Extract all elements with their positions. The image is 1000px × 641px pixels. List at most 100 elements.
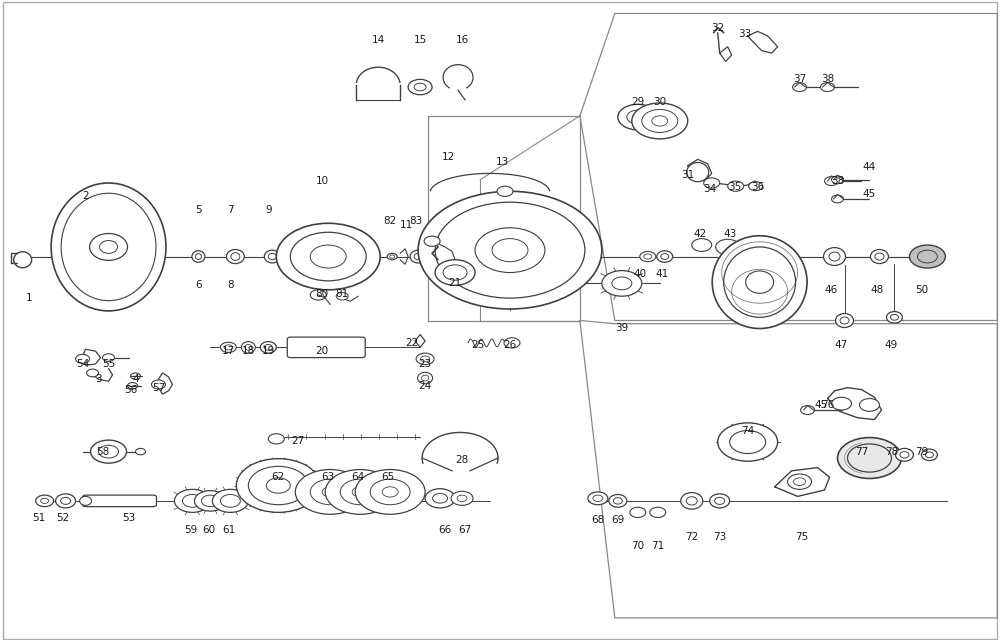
Text: 21: 21 (448, 278, 462, 288)
Text: 4: 4 (132, 374, 139, 385)
Text: 53: 53 (122, 513, 135, 522)
Ellipse shape (422, 375, 429, 381)
Text: 18: 18 (242, 346, 255, 356)
Text: 5: 5 (195, 206, 202, 215)
Ellipse shape (14, 252, 32, 268)
Ellipse shape (410, 250, 426, 263)
Circle shape (340, 479, 380, 504)
Text: 82: 82 (384, 217, 397, 226)
Circle shape (174, 489, 210, 512)
Text: 31: 31 (681, 170, 694, 179)
Circle shape (370, 479, 410, 504)
Text: 51: 51 (32, 513, 45, 522)
Circle shape (640, 251, 656, 262)
Ellipse shape (746, 271, 774, 294)
Ellipse shape (687, 163, 709, 181)
Text: 54: 54 (76, 359, 89, 369)
Ellipse shape (836, 313, 854, 328)
Ellipse shape (661, 254, 669, 260)
Text: 44: 44 (863, 162, 876, 172)
Text: 33: 33 (738, 29, 751, 39)
Circle shape (131, 373, 140, 379)
Ellipse shape (829, 252, 840, 261)
Text: 40: 40 (633, 269, 646, 279)
Text: 14: 14 (372, 35, 385, 46)
Circle shape (136, 449, 145, 455)
Text: 79: 79 (915, 447, 928, 456)
Text: 42: 42 (693, 229, 706, 239)
Text: 81: 81 (336, 288, 349, 299)
Circle shape (236, 459, 320, 512)
Text: 13: 13 (495, 157, 509, 167)
Circle shape (801, 406, 815, 415)
Text: 59: 59 (184, 525, 197, 535)
Text: 36: 36 (751, 183, 764, 192)
Ellipse shape (609, 494, 627, 507)
Ellipse shape (870, 249, 888, 263)
Text: 76: 76 (821, 400, 834, 410)
Circle shape (91, 440, 127, 463)
Text: 9: 9 (265, 206, 272, 215)
Circle shape (290, 232, 366, 281)
Circle shape (832, 195, 844, 203)
Circle shape (418, 191, 602, 309)
Circle shape (76, 354, 90, 363)
Circle shape (87, 369, 99, 377)
Circle shape (728, 181, 744, 191)
Circle shape (642, 110, 678, 133)
Ellipse shape (824, 247, 846, 265)
Circle shape (593, 495, 603, 501)
Text: 39: 39 (615, 323, 628, 333)
Text: 73: 73 (713, 531, 726, 542)
Ellipse shape (226, 249, 244, 263)
Circle shape (310, 479, 350, 504)
Circle shape (382, 487, 398, 497)
Circle shape (909, 245, 945, 268)
Ellipse shape (657, 251, 673, 262)
Ellipse shape (710, 494, 730, 508)
Text: 60: 60 (202, 525, 215, 535)
Ellipse shape (260, 342, 276, 353)
Text: 65: 65 (382, 472, 395, 482)
Text: 61: 61 (222, 525, 235, 535)
Circle shape (630, 507, 646, 517)
Text: 27: 27 (292, 436, 305, 445)
Text: 38: 38 (831, 176, 844, 186)
Circle shape (325, 469, 395, 514)
Ellipse shape (724, 247, 796, 317)
Circle shape (838, 438, 901, 478)
Circle shape (588, 492, 608, 504)
Text: 25: 25 (471, 340, 485, 350)
Text: 12: 12 (441, 153, 455, 162)
Ellipse shape (886, 312, 902, 323)
Ellipse shape (56, 494, 76, 508)
Ellipse shape (268, 253, 276, 260)
Text: 1: 1 (25, 293, 32, 303)
FancyBboxPatch shape (83, 495, 156, 506)
Text: 70: 70 (631, 540, 644, 551)
Text: 62: 62 (272, 472, 285, 482)
Ellipse shape (414, 253, 422, 260)
Ellipse shape (433, 494, 448, 503)
Circle shape (355, 469, 425, 514)
Circle shape (248, 467, 308, 504)
Circle shape (224, 345, 232, 350)
Circle shape (201, 495, 219, 506)
Text: 3: 3 (95, 374, 102, 385)
Text: 66: 66 (438, 525, 452, 535)
Text: 26: 26 (503, 340, 517, 350)
Circle shape (730, 431, 766, 454)
Text: 2: 2 (82, 191, 89, 201)
Text: 78: 78 (885, 447, 898, 456)
Text: 45: 45 (863, 189, 876, 199)
Circle shape (424, 236, 440, 246)
Circle shape (322, 487, 338, 497)
Circle shape (860, 399, 879, 412)
Ellipse shape (245, 344, 252, 350)
FancyBboxPatch shape (287, 337, 365, 358)
Circle shape (492, 238, 528, 262)
Text: 41: 41 (655, 269, 668, 279)
Ellipse shape (925, 452, 933, 458)
Ellipse shape (457, 495, 467, 501)
Circle shape (295, 469, 365, 514)
